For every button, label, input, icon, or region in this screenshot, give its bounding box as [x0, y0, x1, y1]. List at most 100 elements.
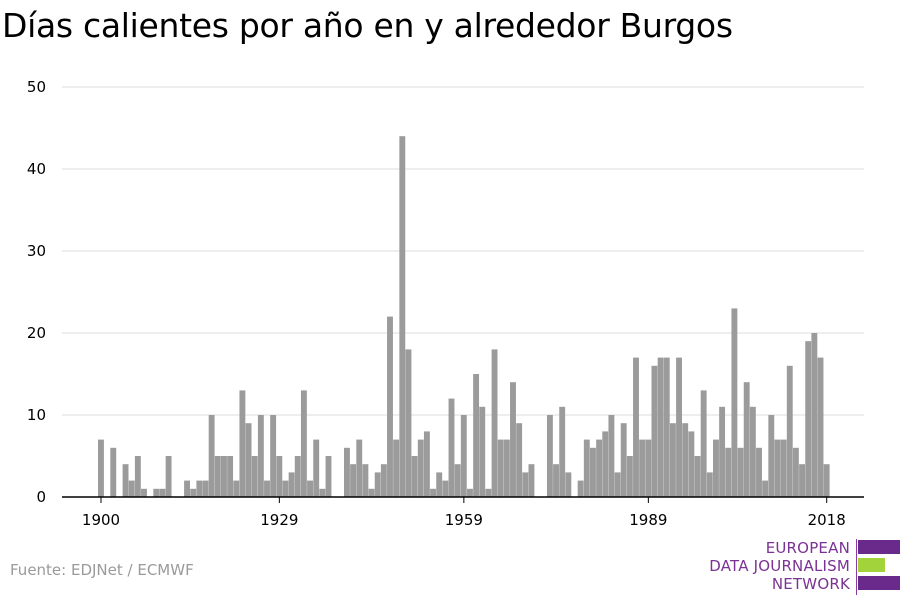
y-tick-label-10: 10 [27, 406, 46, 424]
x-tick-label-1989: 1989 [629, 511, 667, 529]
logo-text-european: EUROPEAN [765, 539, 850, 557]
bar-2004 [737, 447, 744, 497]
bar-1950 [405, 349, 412, 497]
bar-1929 [276, 456, 283, 497]
bar-1981 [596, 439, 603, 497]
bar-1973 [546, 415, 553, 497]
bar-1968 [516, 423, 523, 497]
bar-2016 [811, 333, 818, 497]
bar-1957 [448, 398, 455, 497]
bar-1998 [700, 390, 707, 497]
bar-1937 [325, 456, 332, 497]
bar-1997 [694, 456, 701, 497]
bar-1935 [313, 439, 320, 497]
x-tick-label-2018: 2018 [808, 511, 846, 529]
bar-1905 [128, 480, 135, 497]
bar-2010 [774, 439, 781, 497]
bar-2011 [780, 439, 787, 497]
x-tick-label-1959: 1959 [445, 511, 483, 529]
bar-1904 [122, 464, 129, 497]
bar-1979 [583, 439, 590, 497]
chart-title: Días calientes por año en y alrededor Bu… [2, 6, 733, 45]
bar-1946 [380, 464, 387, 497]
bar-1909 [153, 488, 160, 497]
bar-1907 [141, 488, 147, 497]
bar-1902 [110, 447, 117, 497]
bar-1963 [485, 488, 492, 497]
logo-bar-purple-top [858, 540, 900, 554]
bar-1930 [282, 480, 289, 497]
bar-2017 [817, 357, 824, 497]
bar-1941 [350, 464, 357, 497]
gridlines [62, 86, 864, 416]
bar-1940 [344, 447, 350, 497]
bar-2007 [756, 447, 762, 497]
bar-1992 [663, 357, 670, 497]
bar-2012 [786, 365, 793, 497]
bar-1900 [98, 439, 104, 497]
bar-2005 [743, 382, 750, 497]
bar-1934 [307, 480, 313, 497]
bar-1914 [184, 480, 190, 497]
bar-1924 [245, 423, 252, 497]
bar-1923 [239, 390, 246, 497]
bar-1906 [134, 456, 141, 497]
bar-1947 [387, 316, 393, 497]
bar-2009 [768, 415, 775, 497]
bars [98, 136, 830, 497]
bar-1928 [270, 415, 277, 497]
bar-1945 [374, 472, 381, 497]
source-note: Fuente: EDJNet / ECMWF [10, 561, 194, 579]
bar-1922 [233, 480, 240, 497]
bar-2001 [719, 406, 726, 497]
bar-1996 [688, 431, 695, 497]
bar-1970 [528, 464, 535, 497]
bar-1960 [467, 488, 473, 497]
bar-1931 [288, 472, 295, 497]
bar-1988 [639, 439, 646, 497]
bar-2013 [792, 447, 799, 497]
bar-1943 [362, 464, 369, 497]
bar-2006 [749, 406, 756, 497]
bar-1969 [522, 472, 529, 497]
bar-1954 [430, 488, 436, 497]
bar-1987 [633, 357, 639, 497]
bar-1926 [257, 415, 264, 497]
bar-1989 [645, 439, 652, 497]
bar-1956 [442, 480, 449, 497]
bar-1991 [657, 357, 664, 497]
bar-1927 [264, 480, 270, 497]
bar-1952 [417, 439, 424, 497]
x-tick-label-1900: 1900 [82, 511, 120, 529]
bar-1933 [300, 390, 307, 497]
bar-1958 [454, 464, 461, 497]
bar-2015 [805, 341, 812, 497]
bar-1925 [251, 456, 258, 497]
y-tick-label-20: 20 [27, 324, 46, 342]
bar-1918 [208, 415, 215, 497]
logo-bar-green [858, 558, 885, 572]
bar-2014 [799, 464, 805, 497]
bar-1942 [356, 439, 363, 497]
bar-1980 [590, 447, 596, 497]
bar-1985 [620, 423, 627, 497]
bar-1915 [190, 488, 197, 497]
bar-1984 [614, 472, 621, 497]
bar-1983 [608, 415, 615, 497]
bar-2018 [823, 464, 830, 497]
logo-bar-purple-bottom [858, 576, 900, 590]
bar-1978 [577, 480, 584, 497]
y-tick-label-30: 30 [27, 242, 46, 260]
bar-1994 [676, 357, 682, 497]
bar-1919 [214, 456, 221, 497]
bar-1962 [479, 406, 486, 497]
bar-1965 [497, 439, 504, 497]
bar-1951 [411, 456, 418, 497]
bar-1944 [368, 488, 375, 497]
x-tick-label-1929: 1929 [260, 511, 298, 529]
logo-text-network: NETWORK [771, 575, 850, 593]
logo-text-data-journalism: DATA JOURNALISM [709, 557, 850, 575]
bar-1995 [682, 423, 689, 497]
bar-1976 [565, 472, 572, 497]
bar-1949 [399, 136, 406, 497]
